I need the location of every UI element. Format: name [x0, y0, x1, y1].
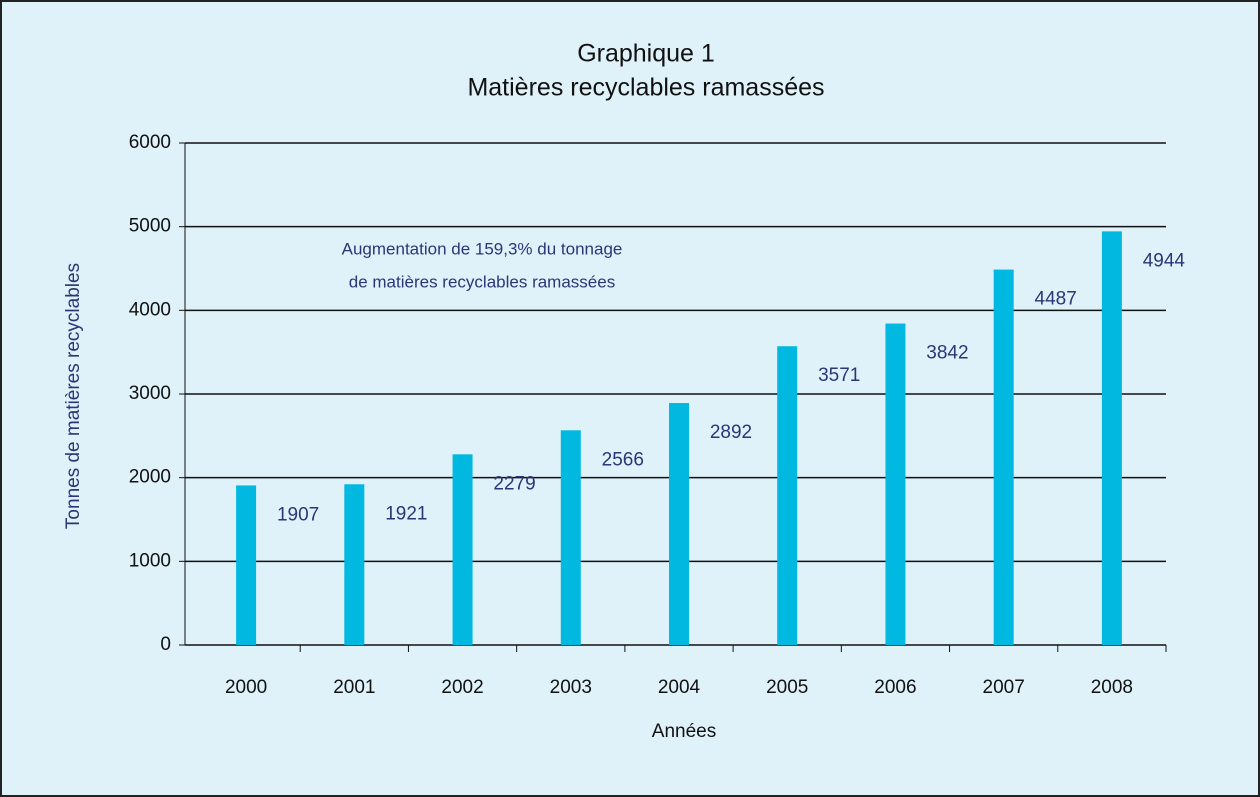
- value-label: 4487: [1035, 289, 1077, 310]
- y-tick-label: 4000: [129, 299, 171, 320]
- x-tick-label: 2005: [766, 677, 808, 698]
- bar: [993, 269, 1014, 645]
- y-tick-label: 5000: [129, 216, 171, 237]
- bar: [452, 454, 473, 645]
- x-tick-label: 2001: [333, 677, 375, 698]
- value-label: 3571: [818, 365, 860, 386]
- bar: [777, 346, 798, 645]
- x-tick-label: 2008: [1091, 677, 1133, 698]
- bar: [560, 430, 581, 645]
- x-tick-label: 2003: [550, 677, 592, 698]
- y-tick-label: 6000: [129, 132, 171, 153]
- chart-title: Graphique 1: [577, 40, 715, 68]
- value-label: 2279: [493, 473, 535, 494]
- y-tick-label: 1000: [129, 550, 171, 571]
- value-label: 3842: [926, 343, 968, 364]
- value-label: 2566: [602, 449, 644, 470]
- y-axis-label: Tonnes de matières recyclables: [63, 263, 84, 529]
- y-tick-label: 3000: [129, 383, 171, 404]
- x-tick-label: 2004: [658, 677, 701, 698]
- x-axis-label: Années: [652, 721, 716, 742]
- annotation: Augmentation de 159,3% du tonnage: [342, 239, 623, 258]
- x-tick-label: 2002: [441, 677, 483, 698]
- x-tick-label: 2006: [874, 677, 916, 698]
- bar: [669, 403, 689, 645]
- value-label: 2892: [710, 422, 752, 443]
- value-label: 1907: [277, 504, 319, 525]
- bar: [1101, 231, 1122, 646]
- annotation: de matières recyclables ramassées: [349, 272, 615, 291]
- x-tick-label: 2007: [983, 677, 1025, 698]
- bar: [344, 484, 365, 645]
- bar: [885, 323, 906, 645]
- y-tick-label: 2000: [129, 467, 171, 488]
- value-label: 4944: [1143, 250, 1186, 271]
- chart-subtitle: Matières recyclables ramassées: [467, 74, 824, 102]
- bar: [236, 485, 257, 645]
- value-label: 1921: [385, 503, 427, 524]
- y-tick-label: 0: [160, 634, 171, 655]
- x-tick-label: 2000: [225, 677, 267, 698]
